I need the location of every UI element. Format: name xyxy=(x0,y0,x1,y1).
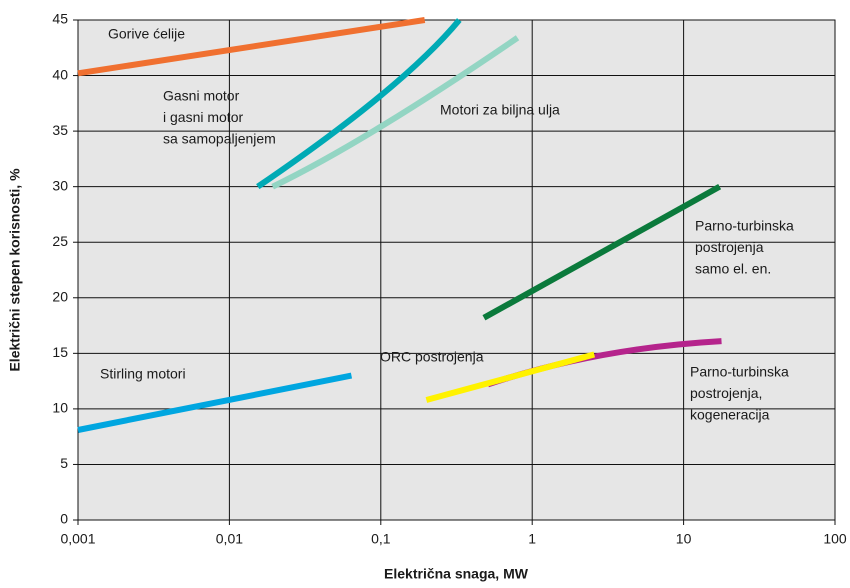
series-label: Gasni motor xyxy=(163,88,240,104)
series-line xyxy=(77,372,353,433)
y-tick-label: 30 xyxy=(52,177,68,193)
series-label: postrojenja, xyxy=(690,385,762,401)
x-tick-label: 0,01 xyxy=(216,531,243,547)
plot-area xyxy=(78,20,835,520)
series-line xyxy=(425,351,596,403)
y-tick-label: 0 xyxy=(60,511,68,527)
series-label: postrojenja xyxy=(695,239,764,255)
series-line xyxy=(256,18,462,190)
series-label: Parno-turbinska xyxy=(690,364,789,380)
y-tick-label: 5 xyxy=(60,455,68,471)
series-label: ORC postrojenja xyxy=(380,349,484,365)
series-label: sa samopaljenjem xyxy=(163,131,276,147)
y-axis-label: Električni stepen korisnosti, % xyxy=(7,168,23,372)
series-line xyxy=(271,35,520,190)
y-tick-label: 40 xyxy=(52,66,68,82)
x-tick-label: 0,001 xyxy=(60,531,95,547)
series-line xyxy=(77,17,426,77)
series-label: Gorive ćelije xyxy=(108,26,185,42)
y-tick-label: 25 xyxy=(52,233,68,249)
x-tick-label: 10 xyxy=(676,531,692,547)
series-line xyxy=(482,184,722,321)
x-tick-label: 1 xyxy=(528,531,536,547)
x-tick-label: 0,1 xyxy=(371,531,391,547)
series-label: Motori za biljna ulja xyxy=(440,102,560,118)
series-label: i gasni motor xyxy=(163,109,243,125)
y-tick-label: 35 xyxy=(52,122,68,138)
series-label: Parno-turbinska xyxy=(695,218,794,234)
y-tick-label: 45 xyxy=(52,11,68,27)
x-axis-label: Električna snaga, MW xyxy=(384,566,529,582)
series-label: kogeneracija xyxy=(690,407,770,423)
y-tick-label: 10 xyxy=(52,400,68,416)
series-label: samo el. en. xyxy=(695,261,771,277)
y-tick-label: 15 xyxy=(52,344,68,360)
series-label: Stirling motori xyxy=(100,366,186,382)
y-tick-label: 20 xyxy=(52,288,68,304)
x-tick-label: 100 xyxy=(823,531,847,547)
